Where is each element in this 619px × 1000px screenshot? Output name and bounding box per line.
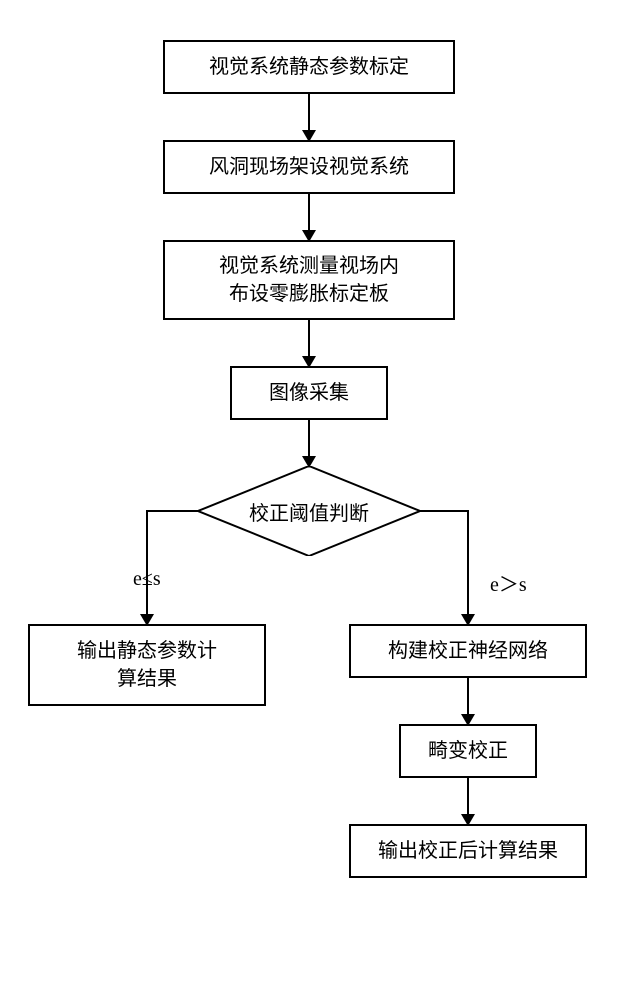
- flowchart-edge-label: e≤s: [133, 568, 161, 591]
- flowchart-node-n1: 视觉系统静态参数标定: [163, 40, 455, 94]
- flowchart-edge-label: e＞s: [490, 568, 527, 597]
- flowchart-decision-label: 校正阈值判断: [249, 497, 369, 526]
- flowchart-decision-n5: 校正阈值判断: [198, 466, 420, 556]
- flowchart-node-n7: 构建校正神经网络: [349, 624, 587, 678]
- flowchart-node-n2: 风洞现场架设视觉系统: [163, 140, 455, 194]
- flowchart-node-n4: 图像采集: [230, 366, 388, 420]
- flowchart-node-n3: 视觉系统测量视场内布设零膨胀标定板: [163, 240, 455, 320]
- flowchart-node-n9: 输出校正后计算结果: [349, 824, 587, 878]
- flowchart-node-n8: 畸变校正: [399, 724, 537, 778]
- flowchart-edge: [420, 511, 468, 624]
- flowchart-node-n6: 输出静态参数计算结果: [28, 624, 266, 706]
